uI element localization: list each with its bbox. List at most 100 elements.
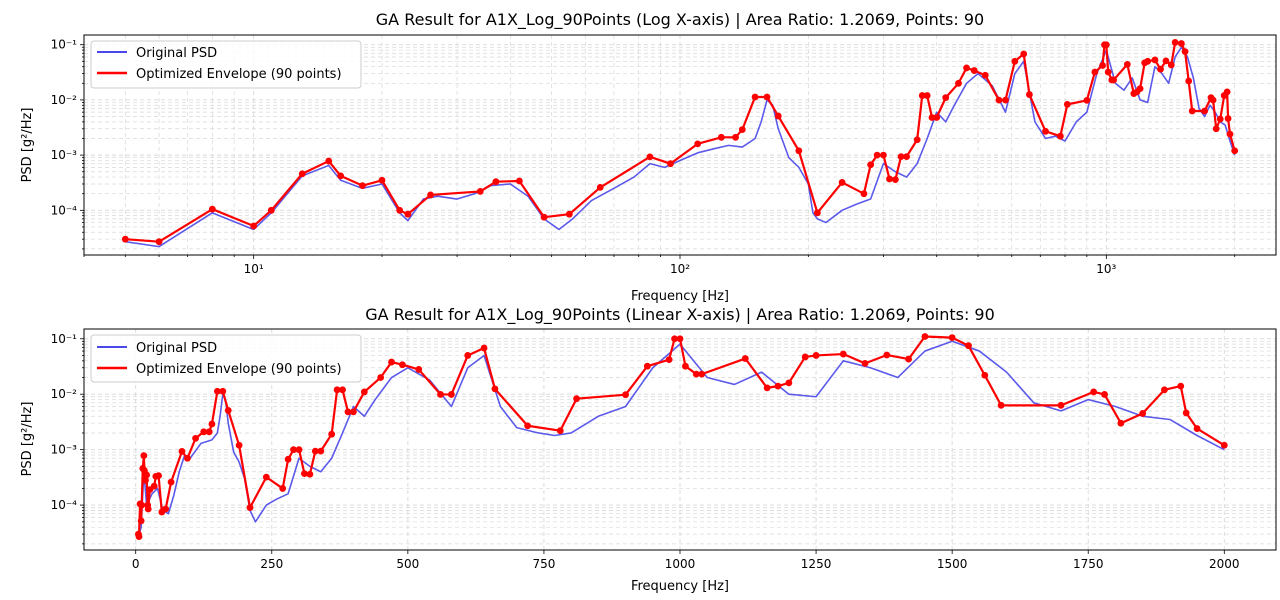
x-tick-label: 1000 bbox=[665, 557, 696, 571]
envelope-point bbox=[415, 366, 423, 373]
envelope-point bbox=[565, 210, 573, 218]
envelope-point bbox=[573, 395, 580, 403]
envelope-point bbox=[955, 79, 962, 87]
envelope-point bbox=[622, 391, 629, 399]
legend-label-original: Original PSD bbox=[136, 341, 217, 356]
envelope-point bbox=[135, 533, 143, 541]
envelope-point bbox=[184, 454, 191, 462]
envelope-point bbox=[891, 176, 899, 184]
y-tick-label: 10⁻² bbox=[51, 93, 78, 107]
envelope-point bbox=[311, 447, 319, 455]
envelope-point bbox=[399, 361, 406, 369]
envelope-point bbox=[1182, 409, 1190, 417]
envelope-point bbox=[643, 362, 651, 370]
envelope-point bbox=[515, 177, 523, 185]
envelope-point bbox=[1185, 77, 1193, 85]
envelope-point bbox=[298, 170, 306, 178]
envelope-point bbox=[1188, 107, 1196, 115]
envelope-point bbox=[167, 478, 175, 486]
envelope-point bbox=[1117, 419, 1125, 427]
envelope-point bbox=[1231, 147, 1239, 155]
x-tick-label: 10² bbox=[670, 262, 690, 276]
envelope-point bbox=[1220, 441, 1228, 449]
envelope-point bbox=[480, 344, 488, 352]
envelope-point bbox=[142, 476, 149, 484]
envelope-point bbox=[1167, 61, 1175, 69]
envelope-point bbox=[970, 67, 978, 74]
envelope-point bbox=[665, 356, 673, 364]
x-tick-label: 0 bbox=[132, 557, 140, 571]
envelope-point bbox=[396, 206, 404, 214]
legend-label-envelope: Optimized Envelope (90 points) bbox=[136, 67, 342, 82]
envelope-point bbox=[1042, 127, 1049, 135]
envelope-point bbox=[774, 112, 782, 120]
envelope-point bbox=[921, 333, 929, 340]
envelope-point bbox=[295, 446, 303, 454]
envelope-point bbox=[867, 161, 875, 169]
envelope-point bbox=[981, 71, 989, 79]
envelope-point bbox=[317, 447, 325, 455]
envelope-point bbox=[1144, 57, 1152, 65]
envelope-point bbox=[698, 370, 706, 378]
x-tick-label: 1250 bbox=[801, 557, 832, 571]
envelope-point bbox=[1099, 62, 1107, 69]
envelope-point bbox=[1090, 388, 1098, 396]
envelope-point bbox=[596, 184, 604, 191]
envelope-point bbox=[1056, 132, 1064, 140]
envelope-point bbox=[235, 441, 243, 449]
envelope-point bbox=[933, 114, 941, 121]
envelope-point bbox=[913, 136, 921, 144]
envelope-point bbox=[813, 209, 821, 217]
envelope-point bbox=[942, 94, 950, 102]
envelope-point bbox=[1216, 115, 1224, 123]
envelope-point bbox=[155, 238, 163, 246]
envelope-point bbox=[1224, 115, 1232, 122]
envelope-point bbox=[1123, 60, 1131, 68]
envelope-point bbox=[404, 210, 412, 218]
envelope-point bbox=[213, 387, 221, 395]
envelope-point bbox=[328, 430, 336, 438]
chart-title: GA Result for A1X_Log_90Points (Log X-ax… bbox=[376, 10, 984, 30]
envelope-point bbox=[981, 371, 989, 379]
envelope-point bbox=[1161, 386, 1168, 394]
y-axis-label: PSD [g²/Hz] bbox=[20, 402, 35, 477]
series-layer bbox=[135, 333, 1228, 541]
envelope-point bbox=[905, 355, 913, 363]
envelope-point bbox=[290, 446, 297, 454]
envelope-point bbox=[1102, 41, 1110, 49]
envelope-point bbox=[492, 178, 500, 186]
x-axis-label: Frequency [Hz] bbox=[631, 289, 729, 304]
envelope-point bbox=[738, 126, 746, 133]
envelope-point bbox=[556, 427, 564, 435]
envelope-point bbox=[676, 335, 684, 343]
envelope-point bbox=[741, 355, 749, 362]
x-tick-label: 250 bbox=[260, 557, 283, 571]
x-tick-label: 750 bbox=[532, 557, 555, 571]
envelope-point bbox=[883, 351, 891, 359]
envelope-point bbox=[880, 151, 887, 159]
envelope-point bbox=[144, 505, 152, 513]
chart-linear-x: GA Result for A1X_Log_90Points (Linear X… bbox=[20, 305, 1277, 594]
envelope-point bbox=[246, 504, 254, 512]
envelope-point bbox=[1020, 50, 1028, 58]
envelope-point bbox=[886, 175, 893, 183]
x-tick-label: 10³ bbox=[1096, 262, 1116, 276]
envelope-point bbox=[667, 160, 674, 168]
envelope-point bbox=[388, 358, 395, 366]
envelope-point bbox=[162, 505, 170, 513]
envelope-point bbox=[192, 434, 199, 442]
envelope-point bbox=[1139, 410, 1147, 417]
envelope-point bbox=[178, 448, 186, 455]
envelope-point bbox=[903, 153, 910, 160]
envelope-point bbox=[918, 92, 926, 99]
envelope-point bbox=[476, 188, 484, 195]
envelope-point bbox=[464, 352, 472, 359]
envelope-point bbox=[997, 401, 1005, 409]
envelope-point bbox=[205, 428, 213, 436]
y-tick-label: 10⁻¹ bbox=[51, 332, 78, 346]
envelope-point bbox=[1212, 125, 1220, 133]
envelope-point bbox=[301, 470, 308, 478]
envelope-point bbox=[1151, 56, 1159, 64]
envelope-point bbox=[524, 422, 531, 430]
envelope-point bbox=[360, 388, 368, 396]
